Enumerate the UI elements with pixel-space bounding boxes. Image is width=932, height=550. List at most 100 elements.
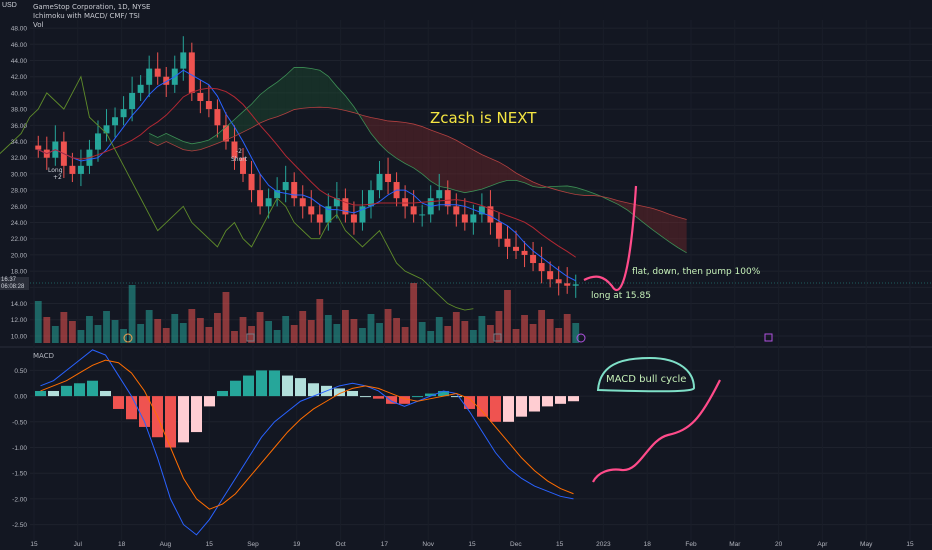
chikou-line xyxy=(0,75,474,311)
time-tick-label: May xyxy=(860,541,873,548)
macd-histogram-bar xyxy=(165,396,176,448)
macd-histogram-bar xyxy=(243,375,254,397)
candle-body xyxy=(282,182,289,191)
candle-body xyxy=(504,238,511,247)
indicator-title[interactable]: Ichimoku with MACD/ CMF/ TSI xyxy=(33,12,140,20)
volume-bar xyxy=(487,325,494,343)
tenkan-line xyxy=(38,69,576,282)
candle-body xyxy=(163,76,170,85)
volume-bar xyxy=(154,319,162,343)
symbol-title[interactable]: GameStop Corporation, 1D, NYSE xyxy=(33,3,151,11)
volume-bar xyxy=(359,328,366,343)
time-tick-label: 15 xyxy=(906,541,914,548)
price-axis[interactable]: 10.0012.0014.0016.0018.0020.0022.0024.00… xyxy=(11,26,28,341)
kumo-segment xyxy=(362,115,371,134)
event-markers[interactable] xyxy=(123,333,773,343)
volume-bar xyxy=(512,329,520,343)
volume-bar xyxy=(384,309,392,343)
volume-bar xyxy=(43,317,51,343)
kumo-segment xyxy=(370,117,380,144)
time-axis[interactable]: 15 Jul 18 Aug 15 Sep 19 Oct 17 Nov 15 Dec 15 2023 18 Fe… xyxy=(30,541,914,548)
volume-bar xyxy=(324,315,332,343)
macd-histogram-bar xyxy=(464,396,475,409)
candle-body xyxy=(461,214,468,223)
time-tick-label: 20 xyxy=(775,541,783,548)
volume-bar xyxy=(239,317,247,343)
price-tick-label: 32.00 xyxy=(11,155,28,162)
price-tick-label: 22.00 xyxy=(11,236,28,243)
candle-body xyxy=(367,190,374,207)
time-tick-label: Nov xyxy=(422,541,434,548)
macd-histogram-bar xyxy=(386,396,397,404)
price-tick-label: 12.00 xyxy=(11,317,28,324)
volume-bar xyxy=(282,316,290,343)
macd-histogram-bar xyxy=(126,396,137,420)
candle-body xyxy=(146,68,153,85)
candle-body xyxy=(197,92,204,102)
kumo-segment xyxy=(277,75,286,117)
macd-histogram-bar xyxy=(568,396,579,402)
macd-tick-label: -2.00 xyxy=(12,496,27,503)
kumo-segment xyxy=(388,120,397,159)
kumo-segment xyxy=(447,136,457,191)
time-tick-label: Aug xyxy=(160,541,172,548)
drawings[interactable] xyxy=(30,185,932,483)
volume-bar xyxy=(393,318,400,343)
volume-bar xyxy=(435,317,443,343)
kumo-segment xyxy=(285,67,295,114)
candle-body xyxy=(154,68,161,77)
kumo-segment xyxy=(618,200,627,210)
candle-body xyxy=(538,263,545,272)
volume-bar xyxy=(367,314,375,343)
candle-body xyxy=(257,190,264,207)
time-tick-label: 2023 xyxy=(596,541,611,548)
kumo-segment xyxy=(456,140,465,193)
volume-bar xyxy=(444,326,452,343)
kumo-segment xyxy=(191,142,201,151)
volume-bar xyxy=(179,323,187,343)
currency-label: USD xyxy=(2,2,17,9)
price-tick-label: 38.00 xyxy=(11,107,28,114)
volume-bar xyxy=(350,319,358,343)
candle-body xyxy=(94,133,101,150)
price-tick-label: 26.00 xyxy=(11,204,28,211)
senkou-span-a xyxy=(149,66,687,254)
candle-body xyxy=(359,206,366,223)
time-tick-label: Apr xyxy=(817,541,828,548)
volume-bar xyxy=(521,315,528,343)
macd-axis[interactable]: 0.50 0.00 -0.50 -1.00 -1.50 -2.00 -2.50 xyxy=(12,368,27,529)
kumo-segment xyxy=(464,145,474,193)
candle-body xyxy=(478,206,485,215)
volume-title[interactable]: Vol xyxy=(33,21,44,29)
price-tick-label: 42.00 xyxy=(11,74,28,81)
volume-bar xyxy=(495,311,503,343)
future-event-marker-icon xyxy=(576,333,586,343)
macd-histogram-bar xyxy=(74,383,85,397)
macd-histogram-bar xyxy=(360,396,371,398)
macd-histogram-bar xyxy=(113,396,124,409)
macd-histogram-bar xyxy=(61,385,72,397)
volume-bar xyxy=(461,321,469,343)
macd-tick-label: -0.50 xyxy=(12,419,27,426)
volume-bar xyxy=(51,326,59,343)
price-tick-label: 28.00 xyxy=(11,188,28,195)
candle-body xyxy=(530,254,537,264)
kumo-segment xyxy=(268,82,278,120)
kumo-segment xyxy=(661,211,670,243)
candle-body xyxy=(274,190,281,199)
macd-histogram-bar xyxy=(191,396,202,433)
kumo-segment xyxy=(319,70,329,108)
kumo-segment xyxy=(643,206,653,230)
volume-bar xyxy=(546,319,554,343)
volume-bar xyxy=(60,312,68,343)
volume-bar xyxy=(265,321,273,343)
kumo-segment xyxy=(311,68,320,108)
kumo-segment xyxy=(251,94,261,128)
forecast-annotation: flat, down, then pump 100% xyxy=(632,267,761,277)
candle-body xyxy=(564,283,571,286)
macd-tick-label: 0.50 xyxy=(14,368,27,375)
macd-histogram-bar xyxy=(347,390,358,397)
volume-bar xyxy=(529,324,537,343)
candle-body xyxy=(350,214,357,223)
